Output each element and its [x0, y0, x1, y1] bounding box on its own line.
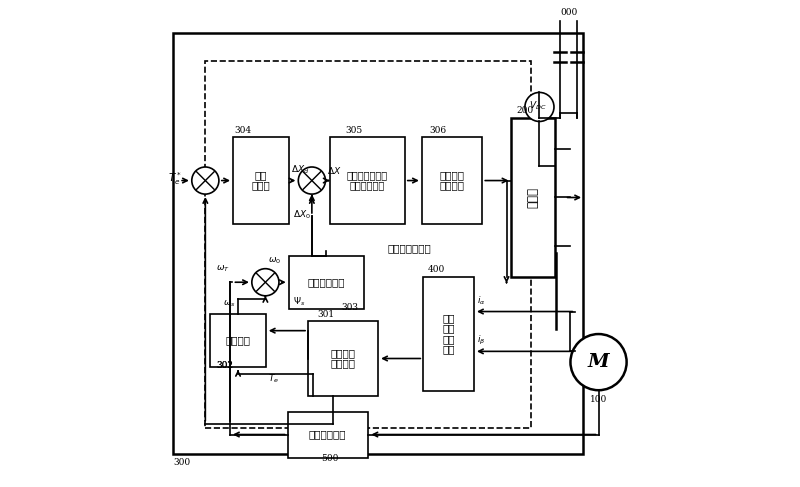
Text: M: M	[588, 353, 610, 371]
Text: 305: 305	[346, 126, 362, 134]
Text: 定子磁链矢量幅
值与相位计算: 定子磁链矢量幅 值与相位计算	[346, 171, 388, 190]
Circle shape	[570, 334, 626, 390]
Text: 302: 302	[216, 361, 233, 371]
Text: 间接转矩控制器: 间接转矩控制器	[388, 244, 431, 253]
Bar	[210, 314, 266, 367]
Text: $\omega_s$: $\omega_s$	[223, 299, 236, 309]
Text: 306: 306	[429, 126, 446, 134]
Text: 400: 400	[428, 265, 446, 275]
Circle shape	[298, 167, 326, 194]
Bar	[308, 321, 378, 396]
Text: $\Psi_s$: $\Psi_s$	[294, 295, 306, 308]
Bar	[174, 33, 582, 454]
Text: 稳态滑差: 稳态滑差	[226, 336, 250, 345]
Text: 转速检测单元: 转速检测单元	[309, 430, 346, 439]
Bar	[422, 137, 482, 224]
Bar	[233, 137, 289, 224]
Bar	[330, 137, 405, 224]
Text: 500: 500	[321, 454, 338, 463]
Bar	[511, 117, 555, 278]
Text: 303: 303	[341, 303, 358, 312]
Text: $\Delta X$: $\Delta X$	[327, 165, 342, 176]
Bar	[288, 412, 367, 457]
Text: $T_e^*$: $T_e^*$	[167, 170, 182, 187]
Text: 300: 300	[174, 457, 191, 467]
Text: 200: 200	[516, 106, 534, 115]
Text: $T_e$: $T_e$	[268, 373, 279, 385]
Text: $i_\alpha$: $i_\alpha$	[477, 294, 485, 307]
Text: $V_{DC}$: $V_{DC}$	[530, 100, 546, 112]
Text: 302: 302	[216, 361, 233, 371]
Circle shape	[252, 269, 279, 296]
Bar	[423, 278, 474, 391]
Text: 逆变器: 逆变器	[526, 187, 540, 208]
Text: 电压
电流
检测
单元: 电压 电流 检测 单元	[442, 314, 455, 355]
Circle shape	[192, 167, 219, 194]
Text: 磁链观测
转矩计算: 磁链观测 转矩计算	[330, 349, 356, 368]
Text: 转矩
调节器: 转矩 调节器	[251, 171, 270, 190]
Text: 000: 000	[560, 8, 577, 17]
Text: $\Delta X_0$: $\Delta X_0$	[294, 208, 311, 221]
Bar	[289, 256, 364, 309]
Text: $\Delta X_d$: $\Delta X_d$	[291, 163, 310, 176]
Text: 301: 301	[318, 310, 335, 318]
Text: $\omega_T$: $\omega_T$	[215, 263, 230, 274]
Text: 采样周期积分: 采样周期积分	[307, 278, 345, 287]
Text: $i_\beta$: $i_\beta$	[477, 334, 485, 347]
Text: 电压方程
空间矢量: 电压方程 空间矢量	[439, 171, 465, 190]
Text: 100: 100	[590, 394, 607, 404]
Bar	[206, 61, 530, 429]
Circle shape	[525, 93, 554, 121]
Text: 304: 304	[234, 126, 251, 134]
Text: $\omega_0$: $\omega_0$	[268, 256, 281, 266]
